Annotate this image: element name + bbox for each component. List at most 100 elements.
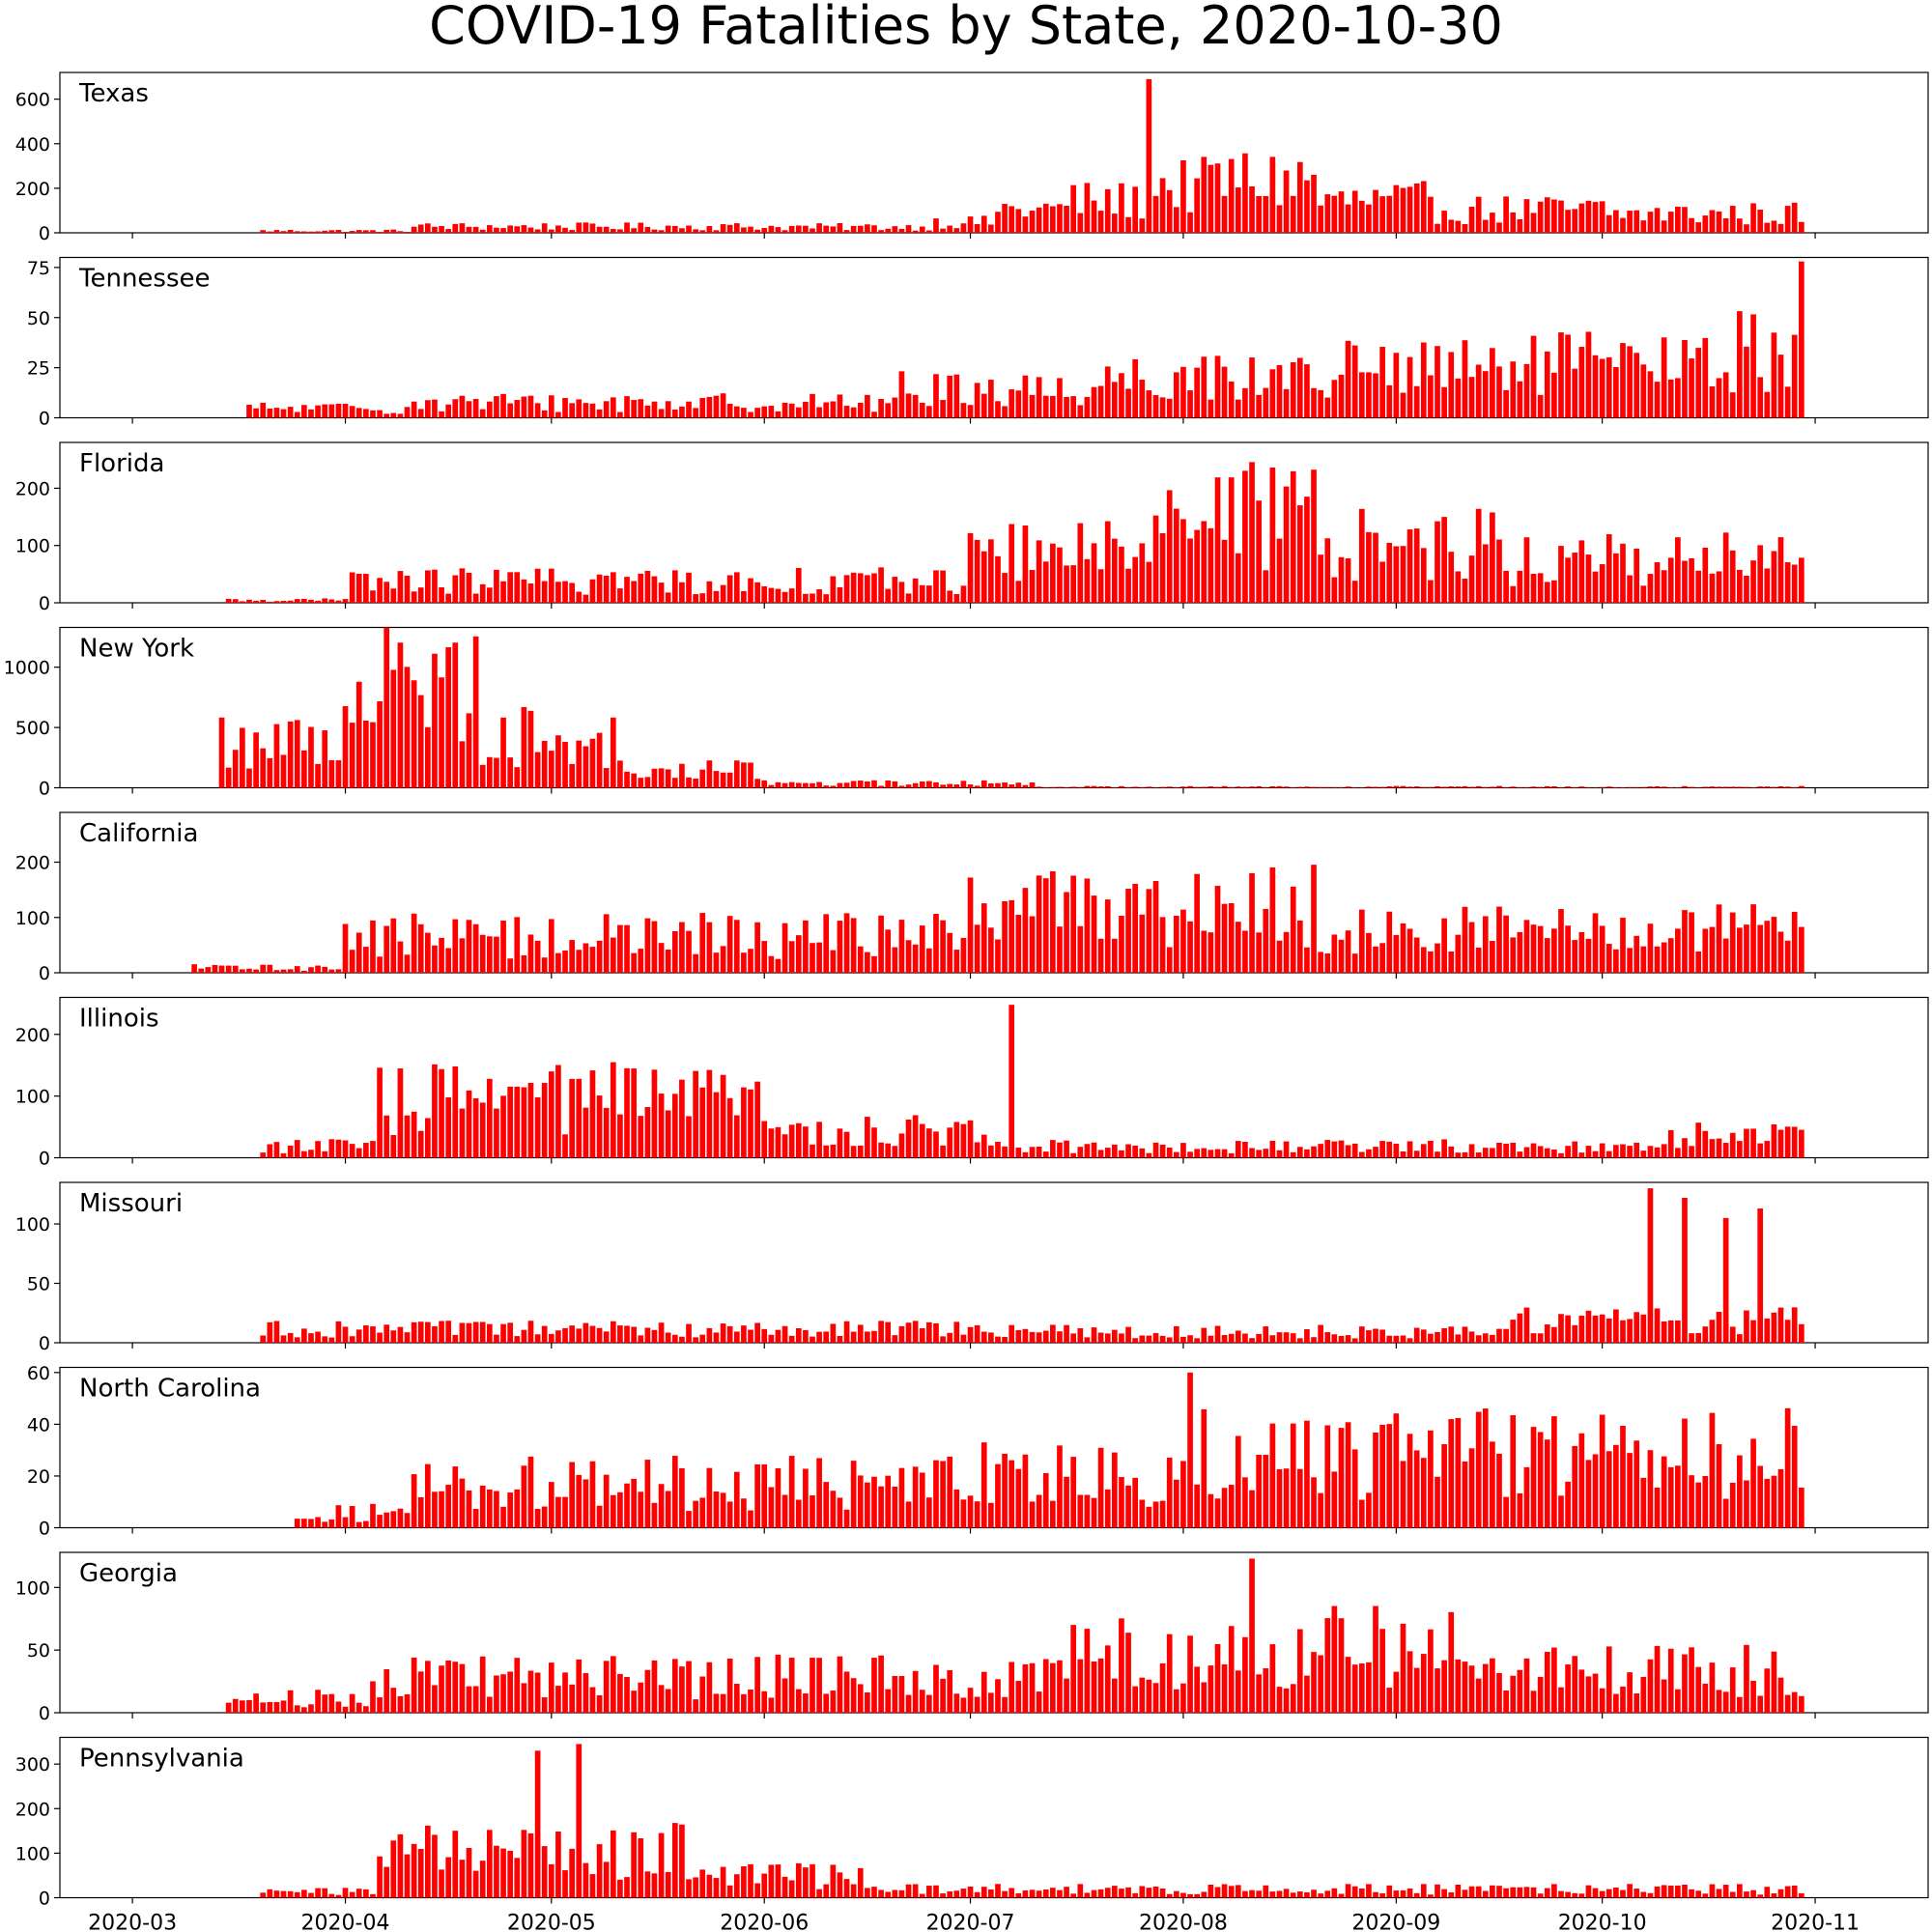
bar xyxy=(1764,1141,1771,1158)
bar xyxy=(1551,1647,1557,1713)
bar xyxy=(1634,935,1640,973)
bar xyxy=(432,1685,438,1713)
bar xyxy=(1523,1307,1530,1343)
bar xyxy=(892,577,898,603)
bar xyxy=(1406,928,1413,973)
bar xyxy=(534,752,541,788)
bar xyxy=(335,760,342,788)
bar xyxy=(960,1334,967,1343)
bar xyxy=(1373,189,1378,233)
bar xyxy=(377,701,383,788)
bar xyxy=(1166,398,1173,418)
bar xyxy=(377,1856,383,1898)
bar xyxy=(397,1326,404,1343)
bar xyxy=(294,966,300,973)
bar xyxy=(1777,1468,1784,1528)
bar xyxy=(741,408,747,418)
bar xyxy=(1455,378,1462,418)
bar xyxy=(1640,1676,1647,1713)
bar xyxy=(912,944,919,973)
bar xyxy=(1194,1666,1201,1713)
bar xyxy=(1613,786,1619,788)
bar xyxy=(967,1326,974,1343)
bar xyxy=(1551,1884,1557,1898)
bar xyxy=(933,1131,939,1158)
bar xyxy=(507,1322,514,1343)
bar xyxy=(1702,1326,1709,1343)
bar xyxy=(803,225,809,233)
bar xyxy=(1050,543,1056,603)
bar xyxy=(1777,931,1784,973)
y-tick-label: 0 xyxy=(39,1333,50,1354)
bar xyxy=(1400,187,1406,233)
bar xyxy=(384,229,390,233)
bar xyxy=(1667,786,1674,788)
bar xyxy=(823,402,830,418)
bar xyxy=(1667,1885,1674,1898)
bar xyxy=(1757,924,1764,973)
bar xyxy=(1744,1310,1749,1343)
bar xyxy=(322,966,328,973)
bar xyxy=(610,1321,616,1343)
bar xyxy=(1104,366,1111,418)
bar xyxy=(926,1128,932,1158)
bar xyxy=(1119,546,1124,603)
bar xyxy=(273,970,280,973)
bar xyxy=(1324,397,1331,418)
bar xyxy=(240,1700,245,1713)
bar xyxy=(301,231,307,233)
bar xyxy=(1256,394,1262,418)
bar xyxy=(761,406,768,418)
bar xyxy=(1490,1148,1495,1158)
bar xyxy=(1620,543,1626,603)
bar xyxy=(1585,1885,1592,1898)
bar xyxy=(665,225,671,233)
x-tick-label: 2020-06 xyxy=(720,1912,809,1932)
bar xyxy=(1530,1690,1537,1713)
bar xyxy=(280,1890,287,1898)
bar xyxy=(1455,1417,1462,1528)
bar xyxy=(857,1475,864,1528)
bar xyxy=(843,1879,850,1898)
bar xyxy=(1351,1449,1358,1528)
bar xyxy=(1634,1693,1640,1713)
bar xyxy=(919,781,925,788)
bar xyxy=(1448,786,1455,788)
bar xyxy=(1029,570,1036,603)
bar xyxy=(603,226,610,233)
bar xyxy=(1249,1558,1255,1713)
bar xyxy=(397,571,404,603)
bar xyxy=(569,940,575,973)
bar xyxy=(377,1067,383,1158)
bar xyxy=(693,1500,698,1528)
bar xyxy=(788,1335,795,1343)
y-tick-label: 200 xyxy=(15,179,50,200)
bar xyxy=(795,407,802,418)
bar xyxy=(1386,1688,1393,1713)
bar xyxy=(726,772,733,788)
bar xyxy=(1784,386,1791,418)
bar xyxy=(1318,1144,1323,1158)
bar xyxy=(1455,571,1462,603)
bar xyxy=(1358,1151,1365,1158)
bar xyxy=(1496,785,1502,788)
bar xyxy=(1468,206,1475,233)
bar xyxy=(472,1870,479,1898)
bar xyxy=(1503,786,1509,788)
bar xyxy=(995,939,1001,973)
bar xyxy=(671,1334,678,1343)
bar xyxy=(1159,178,1166,233)
y-tick-label: 0 xyxy=(39,779,50,800)
bar xyxy=(1386,911,1393,973)
bar xyxy=(411,226,417,233)
bar xyxy=(878,567,884,603)
bar xyxy=(363,1706,369,1713)
bar xyxy=(294,231,300,233)
bar xyxy=(761,1463,768,1528)
bar xyxy=(754,1883,760,1898)
bar xyxy=(631,400,637,418)
bar xyxy=(1640,946,1647,973)
bar xyxy=(1503,1328,1509,1343)
bar xyxy=(576,1659,582,1713)
